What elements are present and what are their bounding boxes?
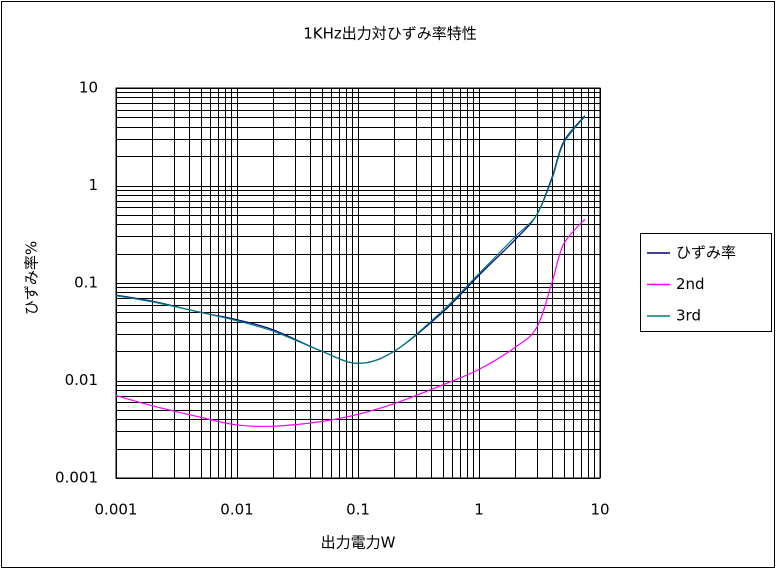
y-tick-label: 0.01 (65, 371, 98, 389)
y-tick-label: 10 (79, 79, 98, 97)
x-tick-label: 0.01 (220, 501, 253, 519)
x-tick-label: 0.001 (95, 501, 138, 519)
x-axis-label: 出力電力W (321, 534, 396, 552)
series-line (115, 116, 586, 364)
series-line (115, 218, 586, 428)
chart-title: 1KHz出力対ひずみ率特性 (303, 25, 477, 43)
y-axis-label: ひずみ率% (23, 241, 41, 315)
y-tick-label: 0.1 (74, 274, 98, 292)
y-tick-label: 0.001 (55, 469, 98, 487)
legend (640, 233, 772, 332)
x-tick-label: 1 (474, 501, 484, 519)
legend-label: 2nd (676, 275, 705, 293)
legend-label: 3rd (676, 307, 701, 325)
legend-label: ひずみ率 (676, 244, 736, 262)
y-tick-label: 1 (88, 176, 98, 194)
x-tick-label: 0.1 (346, 501, 370, 519)
x-tick-label: 10 (590, 501, 609, 519)
